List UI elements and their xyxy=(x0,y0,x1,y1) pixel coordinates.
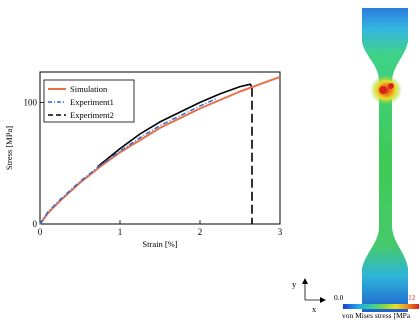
x-ticks: 0 1 2 3 xyxy=(38,220,283,237)
y-axis-label: Stress [MPa] xyxy=(4,126,14,170)
legend-label-experiment2: Experiment2 xyxy=(70,110,114,120)
plot-frame xyxy=(39,71,281,225)
y-arrow-head xyxy=(302,278,308,284)
x-arrow-head xyxy=(320,297,326,303)
x-tick-label: 3 xyxy=(278,227,283,237)
legend-label-experiment1: Experiment1 xyxy=(70,97,114,107)
colorbar-max-label: 12 xyxy=(408,293,416,302)
series-group xyxy=(39,75,281,225)
legend: Simulation Experiment1 Experiment2 xyxy=(43,79,135,123)
y-axis-indicator-label: y xyxy=(292,279,297,289)
x-tick-label: 1 xyxy=(118,227,123,237)
y-tick-label: 100 xyxy=(24,97,38,107)
series-line-simulation xyxy=(39,75,281,225)
legend-label-simulation: Simulation xyxy=(70,84,108,94)
x-axis-label: Strain [%] xyxy=(142,239,177,249)
x-tick-label: 0 xyxy=(38,227,43,237)
specimen-contour xyxy=(362,8,408,312)
specimen-shape xyxy=(362,8,408,312)
y-ticks: 0 100 xyxy=(24,97,44,229)
legend-box xyxy=(43,79,135,123)
stress-strain-chart: 0 1 2 3 0 100 Strain [%] Stress [MPa] Simula… xyxy=(4,71,283,249)
colorbar: 0.0 12 von Mises stress [MPa xyxy=(334,293,419,320)
colorbar-title: von Mises stress [MPa xyxy=(342,311,411,320)
stress-peak-secondary xyxy=(388,83,394,89)
series-line-experiment2 xyxy=(97,83,253,224)
colorbar-gradient xyxy=(343,304,419,309)
x-axis-indicator-label: x xyxy=(312,304,317,314)
x-tick-label: 2 xyxy=(198,227,203,237)
y-tick-label: 0 xyxy=(33,219,38,229)
coordinate-axes-indicator: y x xyxy=(292,278,326,314)
stress-peak xyxy=(379,86,387,94)
colorbar-min-label: 0.0 xyxy=(334,293,344,302)
